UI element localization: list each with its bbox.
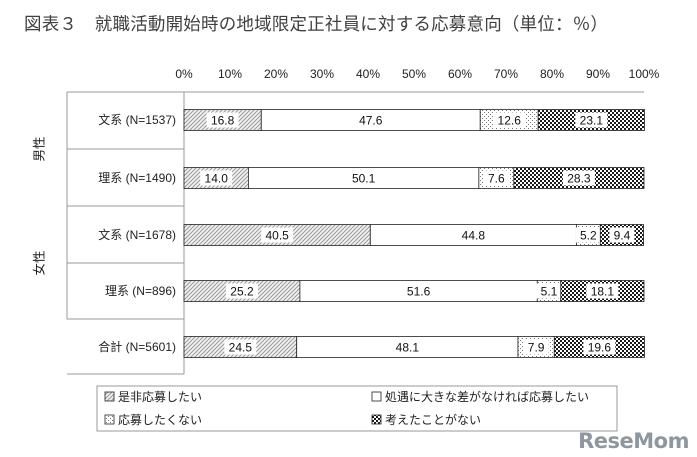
value-label: 48.1 [396,341,420,355]
legend-swatch [371,414,382,425]
legend-label: 応募したくない [118,413,202,427]
value-label-background [493,112,526,128]
value-label-background [586,283,619,299]
value-label-background [225,283,258,299]
value-label: 44.8 [462,229,486,243]
value-label-background [391,339,424,355]
value-label: 14.0 [205,172,229,186]
value-label-background [224,339,257,355]
value-label-background [523,339,549,355]
x-tick-label: 40% [356,67,380,81]
x-tick-label: 10% [218,67,242,81]
x-tick-label: 60% [448,67,472,81]
value-label-background [609,227,635,243]
x-tick-label: 70% [494,67,518,81]
chart-title: 図表３ 就職活動開始時の地域限定正社員に対する応募意向（単位：％） [24,15,609,35]
category-label: 文系 (N=1537) [98,112,176,127]
value-label: 25.2 [230,285,254,299]
legend-label: 是非応募したい [118,390,202,404]
value-label: 18.1 [591,285,615,299]
value-label: 47.6 [359,114,383,128]
value-label-background [206,112,239,128]
watermark-logo: ReseMom [578,429,689,453]
value-label: 5.1 [541,285,558,299]
group-label: 男性 [32,136,47,161]
value-label-background [483,170,509,186]
value-label-background [536,283,562,299]
legend-label: 処遇に大きな差がなければ応募したい [385,389,589,404]
value-label-background [347,170,380,186]
value-label-background [261,227,294,243]
value-label-background [457,227,490,243]
value-label: 23.1 [580,114,604,128]
value-label: 28.3 [567,172,591,186]
value-label: 7.9 [528,341,545,355]
category-label: 合計 (N=5601) [98,339,176,354]
value-label: 19.6 [588,341,612,355]
category-label: 理系 (N=1490) [98,171,176,185]
value-label: 7.6 [488,172,505,186]
x-tick-label: 30% [310,67,334,81]
value-label-background [575,227,601,243]
value-label-background [200,170,233,186]
value-label-background [575,112,608,128]
value-label: 12.6 [498,114,522,128]
legend-box [96,385,618,432]
x-tick-label: 0% [175,67,193,81]
category-label: 理系 (N=896) [105,284,176,298]
x-tick-label: 20% [264,67,288,81]
x-tick-label: 90% [586,67,610,81]
value-label: 5.2 [580,229,597,243]
value-label: 24.5 [229,341,253,355]
value-label: 40.5 [265,229,289,243]
legend-swatch [371,391,382,402]
group-label: 女性 [32,250,47,275]
x-tick-label: 50% [402,67,426,81]
value-label: 51.6 [407,285,431,299]
value-label: 16.8 [211,114,235,128]
value-label-background [354,112,387,128]
value-label-background [562,170,595,186]
x-tick-label: 80% [540,67,564,81]
category-label: 文系 (N=1678) [98,227,176,242]
x-tick-label: 100% [629,67,660,81]
legend-swatch [104,414,115,425]
value-label: 50.1 [352,172,376,186]
legend-label: 考えたことがない [385,412,481,427]
value-label: 9.4 [614,229,631,243]
legend-swatch [104,391,115,402]
value-label-background [583,339,616,355]
value-label-background [402,283,435,299]
